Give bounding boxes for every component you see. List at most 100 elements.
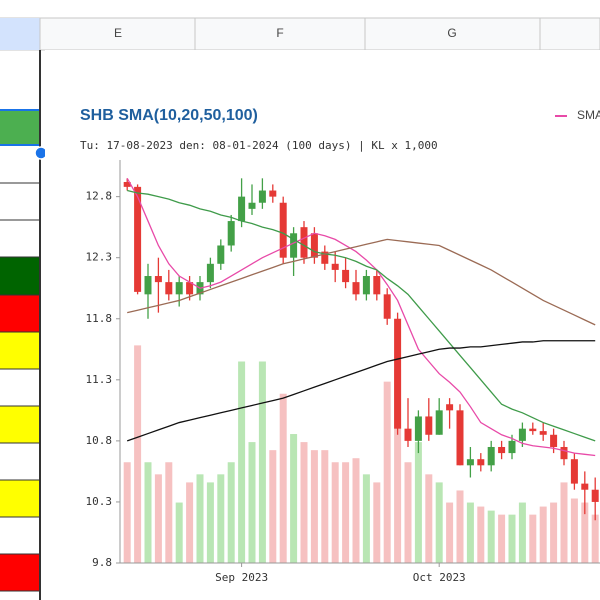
axes: 9.8 10.3 10.8 11.3 11.8 12.3 12.8 Sep 2023 Oct 2… [86,108,600,584]
candle-body [570,459,578,484]
x-tick-label: Sep 2023 [215,571,268,584]
x-tick-label: Oct 2023 [413,571,466,584]
volume-bar [310,450,318,563]
candle-body [269,190,277,197]
candle-body [477,459,485,466]
candle-body [487,446,495,466]
y-tick-label: 11.8 [86,312,113,325]
volume-bar [186,482,194,563]
candle-body [456,410,464,466]
candle-body [394,318,402,429]
y-tick-label: 10.3 [86,495,113,508]
volume-bar [373,482,381,563]
y-tick-label: 9.8 [92,556,112,569]
candle-body [362,276,370,295]
candle-body [498,446,506,454]
volume-bar [570,498,578,563]
column-label[interactable]: F [276,26,283,40]
candle-body [206,263,214,283]
chart-subtitle: Tu: 17-08-2023 den: 08-01-2024 (100 days… [80,139,438,152]
chart-title: SHB SMA(10,20,50,100) [80,107,258,124]
volume-bar [196,474,204,563]
plot [123,177,599,563]
volume-bar [456,490,464,563]
candle-body [529,428,537,432]
volume-bar [269,450,277,563]
volume-bar [435,482,443,563]
candle-body [290,233,298,258]
volume-bar [498,514,506,563]
candle-body [446,404,454,411]
candle-body [154,276,162,283]
volume-bar [227,462,235,563]
y-tick-label: 10.8 [86,434,113,447]
candle-body [550,434,558,447]
candle-body [134,186,142,292]
volume-bar [539,506,547,563]
volume-bar [342,462,350,563]
volume-bar [290,434,298,563]
volume-bar [487,510,495,563]
column-header-bar [0,17,600,51]
volume-bar [134,345,142,563]
y-tick-label: 12.8 [86,190,113,203]
candle-body [310,233,318,258]
column-label[interactable]: G [447,26,456,40]
candle-body [342,269,350,283]
candle-body [466,459,474,466]
y-tick-label: 12.3 [86,251,113,264]
candle-body [321,251,329,264]
volume-bar [362,474,370,563]
volume-bar [425,474,433,563]
sma-line [126,177,596,457]
legend-label: SMA10 [577,108,600,122]
volume-bar [404,462,412,563]
corner-cell [0,18,40,50]
volume-bar [591,514,599,563]
volume-bar [165,462,173,563]
candle-body [175,282,183,295]
candle-body [518,428,526,441]
candle-body [217,245,225,264]
volume-bar [383,381,391,563]
volume-bar [581,502,589,563]
candle-body [560,446,568,460]
candle-body [248,202,256,209]
candle-body [227,221,235,246]
candle-body [238,196,246,222]
volume-bar [331,462,339,563]
candle-body [258,190,266,203]
volume-bar [560,482,568,563]
candle-body [404,428,412,441]
volume-bar [321,450,329,563]
volume-bar [414,442,422,563]
candle-body [300,227,308,258]
column-label[interactable]: E [114,26,122,40]
candle-body [144,276,152,295]
volume-bar [394,369,402,563]
sma-line [127,238,596,326]
volume-bar [217,474,225,563]
volume-bar [258,361,266,563]
y-tick-label: 11.3 [86,373,113,386]
volume-bar [446,502,454,563]
volume-bar [175,502,183,563]
candle-body [373,276,381,295]
candle-body [186,282,194,295]
volume-bar [238,361,246,563]
volume-bar [123,462,131,563]
volume-bar [206,482,214,563]
candle-body [414,416,422,441]
candle-body [165,282,173,295]
candle-body [279,202,287,258]
sma-line [127,189,596,442]
candle-body [508,440,516,454]
volume-bar [300,442,308,563]
candle-body [331,263,339,270]
candle-body [539,431,547,435]
candle-body [123,181,131,187]
volume-bar [279,393,287,563]
volume-bar [518,502,526,563]
candle-body [352,282,360,295]
toolbar-gap [0,0,600,18]
